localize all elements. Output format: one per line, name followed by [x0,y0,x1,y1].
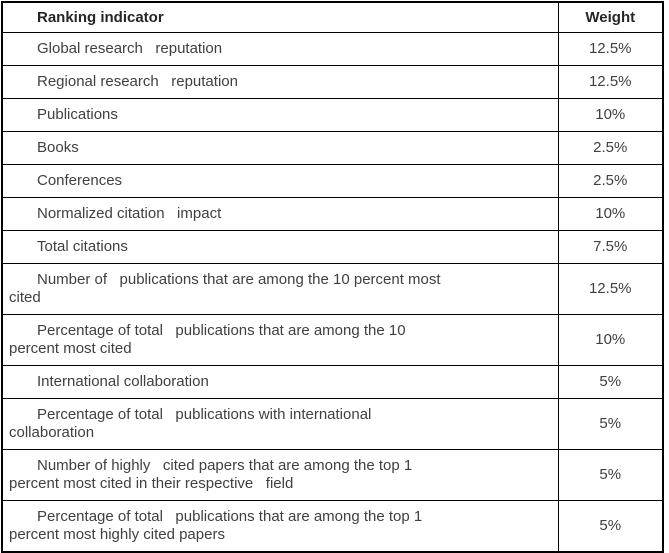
indicator-cell: Normalized citation impact [1,197,559,231]
table-row: Normalized citation impact 10% [1,197,664,231]
weight-cell: 12.5% [557,263,664,315]
indicator-cell: International collaboration [1,365,559,399]
weight-cell: 10% [557,314,664,366]
column-header-weight: Weight [557,1,664,33]
indicator-cell: Publications [1,98,559,132]
weight-cell: 2.5% [557,131,664,165]
table-row: International collaboration 5% [1,365,664,399]
table-row: Number of highly cited papers that are a… [1,449,664,501]
header-row: Ranking indicator Weight [1,1,664,33]
column-header-ranking-indicator: Ranking indicator [1,1,559,33]
indicator-cell: Number of highly cited papers that are a… [1,449,559,501]
weight-cell: 5% [557,398,664,450]
indicator-cell: Books [1,131,559,165]
indicator-cell: Global research reputation [1,32,559,66]
indicator-cell: Percentage of total publications that ar… [1,314,559,366]
table-row: Percentage of total publications that ar… [1,314,664,366]
weight-cell: 5% [557,449,664,501]
weight-cell: 5% [557,500,664,553]
table-header: Ranking indicator Weight [1,1,664,33]
table-row: Books 2.5% [1,131,664,165]
weight-cell: 5% [557,365,664,399]
table-body: Global research reputation 12.5% Regiona… [1,32,664,553]
table-row: Percentage of total publications that ar… [1,500,664,553]
weight-cell: 12.5% [557,65,664,99]
weight-cell: 12.5% [557,32,664,66]
weight-cell: 10% [557,98,664,132]
table-row: Number of publications that are among th… [1,263,664,315]
indicator-cell: Percentage of total publications that ar… [1,500,559,553]
table-row: Publications 10% [1,98,664,132]
indicator-cell: Conferences [1,164,559,198]
table-row: Regional research reputation 12.5% [1,65,664,99]
table-row: Percentage of total publications with in… [1,398,664,450]
table-row: Conferences 2.5% [1,164,664,198]
indicator-cell: Number of publications that are among th… [1,263,559,315]
indicator-cell: Total citations [1,230,559,264]
table-row: Total citations 7.5% [1,230,664,264]
weight-cell: 2.5% [557,164,664,198]
table-row: Global research reputation 12.5% [1,32,664,66]
indicator-cell: Regional research reputation [1,65,559,99]
weight-cell: 10% [557,197,664,231]
indicator-cell: Percentage of total publications with in… [1,398,559,450]
weight-cell: 7.5% [557,230,664,264]
